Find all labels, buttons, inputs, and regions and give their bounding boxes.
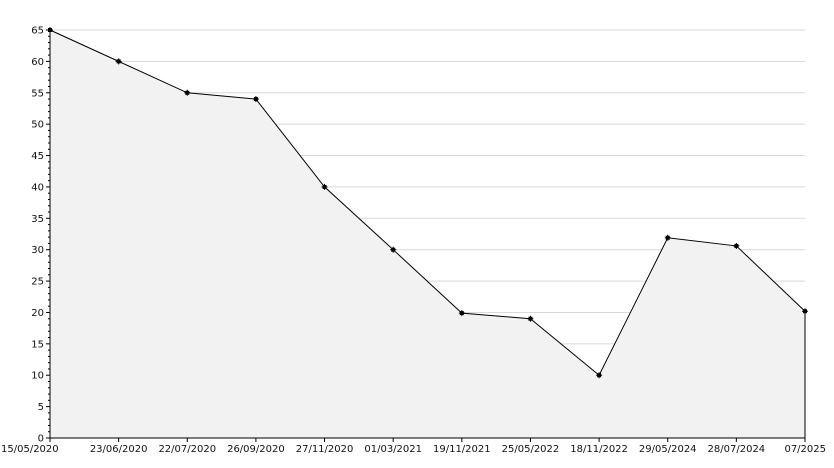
x-tick-label: 22/07/2020 (158, 444, 216, 455)
y-tick-label: 50 (31, 120, 44, 131)
data-point (321, 183, 328, 190)
x-tick-label: 28/07/2024 (708, 444, 766, 455)
y-tick-label: 55 (31, 88, 44, 99)
area-layer (49, 29, 806, 438)
y-tick-label: 35 (31, 214, 44, 225)
data-point (47, 27, 53, 33)
data-point (252, 96, 259, 103)
data-point (596, 372, 603, 379)
y-tick-label: 30 (31, 245, 44, 256)
y-tick-label: 0 (38, 434, 44, 445)
x-tick-label: 07/2025 (784, 444, 826, 455)
x-tick-label: 19/11/2021 (433, 444, 491, 455)
x-tick-label: 01/03/2021 (364, 444, 422, 455)
x-tick-label: 23/06/2020 (90, 444, 148, 455)
x-tick-label: 27/11/2020 (296, 444, 354, 455)
y-tick-label: 65 (31, 26, 44, 37)
series-area (50, 30, 805, 438)
data-point (664, 234, 671, 241)
x-tick-label: 15/05/2020 (1, 444, 59, 455)
y-tick-label: 45 (31, 151, 44, 162)
data-points (47, 27, 808, 379)
data-point (527, 315, 534, 322)
y-tick-label: 5 (38, 402, 44, 413)
x-tick-label: 26/09/2020 (227, 444, 285, 455)
y-axis-ticks: 0 5 10 15 20 25 30 35 40 45 50 55 60 65 (31, 26, 50, 445)
data-point (184, 89, 191, 96)
y-tick-label: 40 (31, 182, 44, 193)
x-tick-label: 18/11/2022 (570, 444, 628, 455)
x-tick-label: 29/05/2024 (639, 444, 697, 455)
data-point (390, 246, 397, 253)
series-line (49, 29, 806, 377)
data-point (115, 58, 122, 65)
axes (49, 28, 805, 439)
y-tick-label: 25 (31, 277, 44, 288)
y-tick-label: 15 (31, 339, 44, 350)
y-tick-label: 60 (31, 57, 44, 68)
x-tick-label: 25/05/2022 (502, 444, 560, 455)
x-axis-ticks: 15/05/2020 23/06/2020 22/07/2020 26/09/2020… (1, 438, 826, 455)
data-point (802, 308, 808, 315)
data-point (458, 310, 465, 317)
data-point (733, 242, 740, 249)
y-tick-label: 20 (31, 308, 44, 319)
y-tick-label: 10 (31, 371, 44, 382)
